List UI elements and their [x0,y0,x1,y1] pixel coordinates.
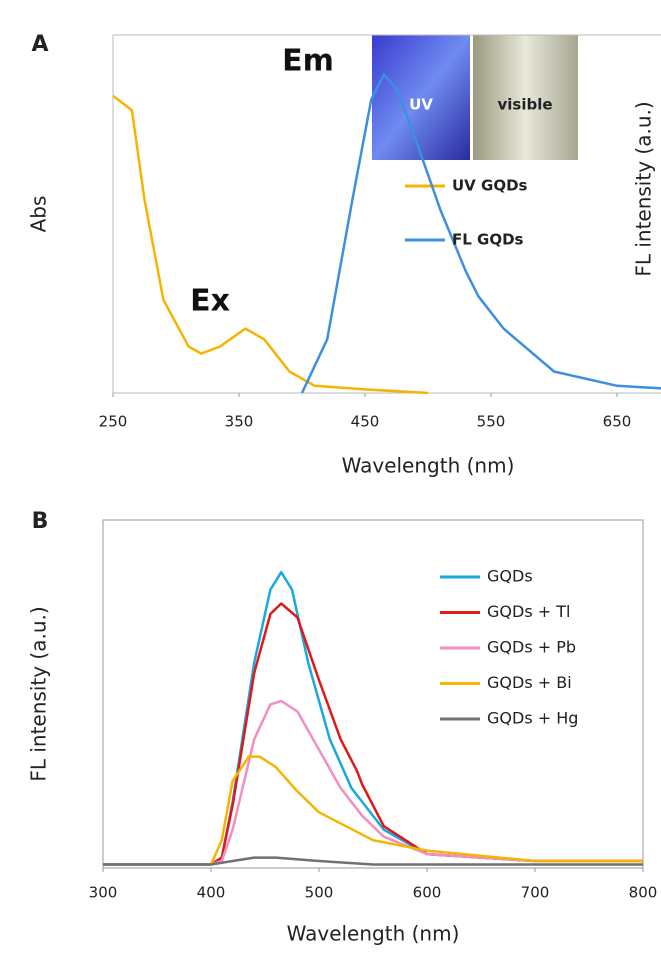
x-tick-label: 600 [413,884,442,902]
y-axis-label: FL intensity (a.u.) [27,606,51,781]
annotation: Em [282,44,334,79]
x-tick-label: 400 [197,884,226,902]
data-line [112,94,429,395]
visible-photo [473,35,578,160]
x-axis-label: Wavelength (nm) [287,922,460,946]
legend-label: GQDs + Tl [487,602,570,621]
y2-axis-label: FL intensity (a.u.) [632,101,656,276]
uv-photo [372,35,470,160]
x-tick-label: 700 [521,884,550,902]
annotation: visible [497,96,552,114]
legend-label: GQDs [487,567,533,586]
legend-label: FL GQDs [452,231,524,249]
x-tick-label: 350 [225,413,254,431]
data-line [103,856,643,866]
annotation: Ex [190,284,230,319]
panel-label: B [32,509,49,534]
annotation: UV [409,96,433,114]
data-line [103,755,643,866]
legend-label: UV GQDs [452,177,528,195]
panel-label: A [31,32,48,57]
data-line [103,602,643,866]
legend-label: GQDs + Pb [487,638,576,657]
x-tick-label: 450 [351,413,380,431]
x-tick-label: 500 [305,884,334,902]
x-tick-label: 300 [89,884,118,902]
x-tick-label: 650 [603,413,632,431]
y-axis-label: Abs [27,196,51,233]
data-line [300,73,661,394]
x-axis-label: Wavelength (nm) [342,454,515,478]
x-tick-label: 800 [629,884,658,902]
legend-label: GQDs + Hg [487,709,578,728]
x-tick-label: 250 [99,413,128,431]
legend-label: GQDs + Bi [487,673,572,692]
x-tick-label: 550 [477,413,506,431]
plot-frame [102,519,644,869]
